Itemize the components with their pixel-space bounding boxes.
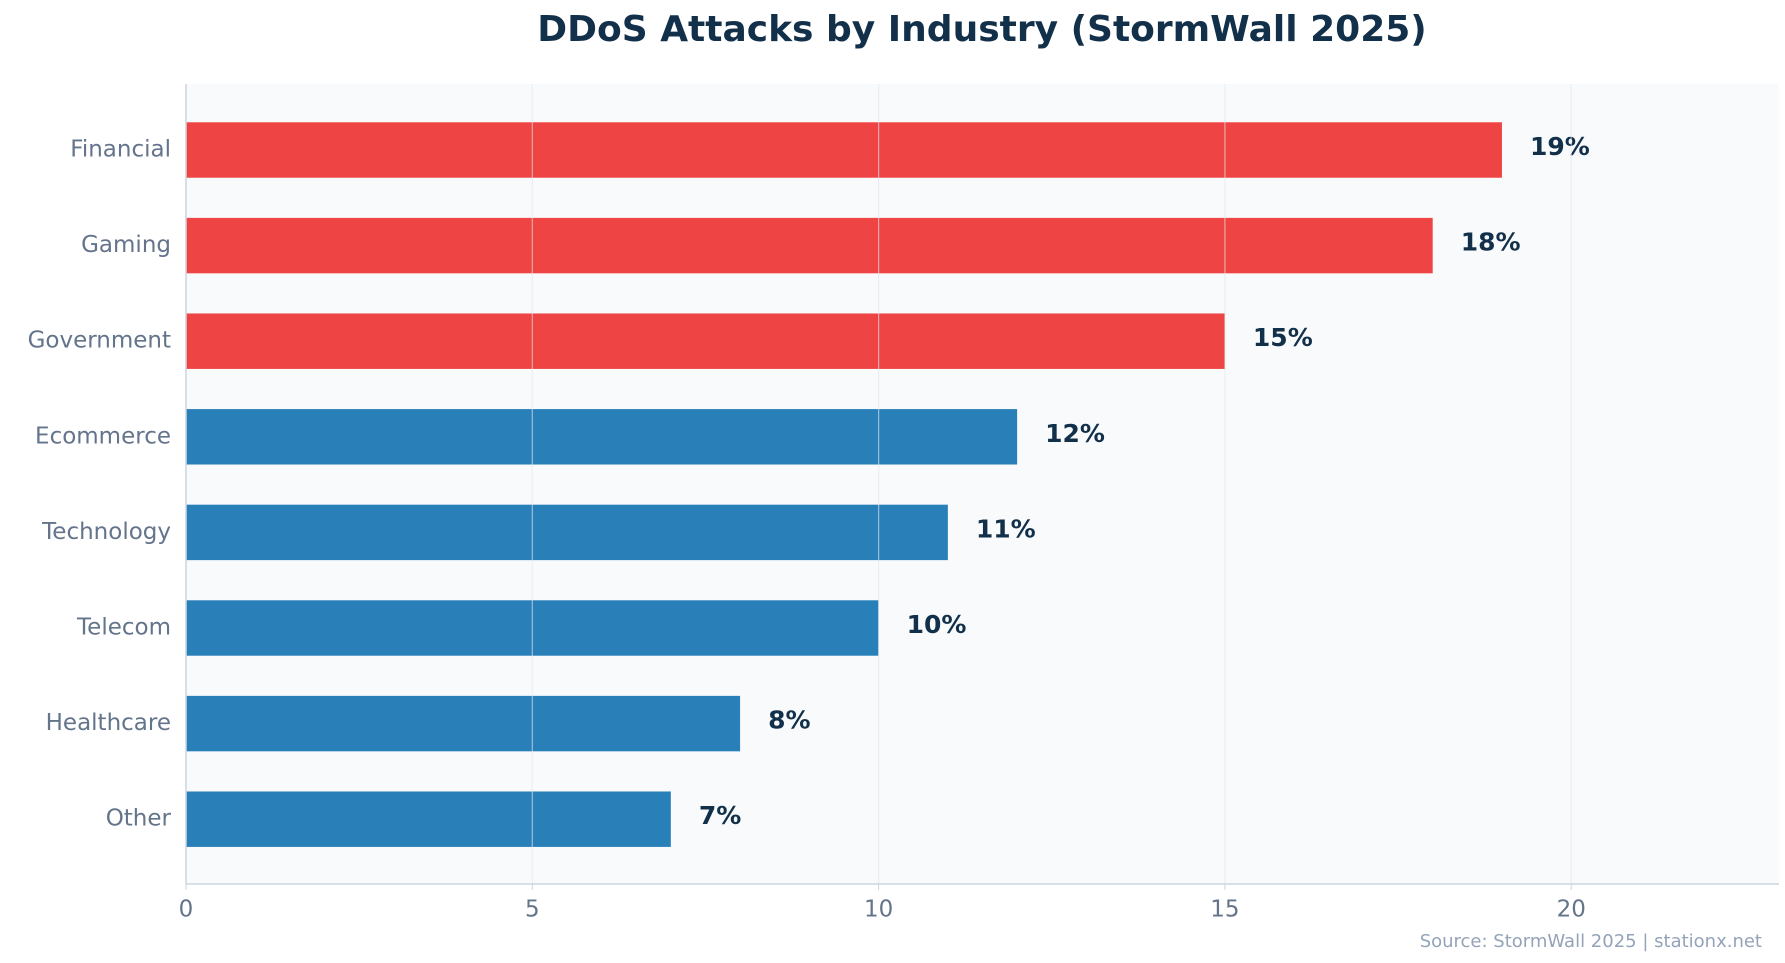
chart-title: DDoS Attacks by Industry (StormWall 2025… bbox=[537, 9, 1427, 50]
bar bbox=[186, 791, 671, 847]
y-tick-label: Ecommerce bbox=[35, 423, 171, 449]
y-tick-label: Telecom bbox=[76, 615, 171, 641]
value-label: 12% bbox=[1045, 419, 1105, 448]
plot-area bbox=[186, 84, 1779, 884]
value-label: 15% bbox=[1253, 323, 1313, 352]
bar bbox=[186, 313, 1225, 369]
value-label: 10% bbox=[907, 610, 967, 639]
y-tick-label: Technology bbox=[41, 519, 171, 545]
value-label: 18% bbox=[1461, 228, 1521, 257]
bar bbox=[186, 217, 1433, 274]
value-label: 8% bbox=[768, 706, 810, 735]
value-label: 19% bbox=[1530, 132, 1590, 161]
y-tick-label: Government bbox=[28, 328, 171, 354]
x-tick-label: 0 bbox=[179, 897, 194, 923]
x-tick-label: 15 bbox=[1210, 897, 1239, 923]
source-note: Source: StormWall 2025 | stationx.net bbox=[1420, 931, 1762, 952]
x-tick-label: 5 bbox=[525, 897, 540, 923]
y-tick-label: Financial bbox=[70, 137, 171, 163]
y-tick-label: Other bbox=[106, 806, 172, 832]
bar bbox=[186, 122, 1502, 178]
bar bbox=[186, 695, 741, 752]
value-label: 11% bbox=[976, 514, 1036, 543]
value-label: 7% bbox=[699, 801, 741, 830]
x-tick-label: 20 bbox=[1557, 897, 1586, 923]
y-tick-label: Gaming bbox=[81, 232, 171, 258]
bar bbox=[186, 409, 1018, 465]
x-tick-label: 10 bbox=[864, 897, 893, 923]
bar bbox=[186, 504, 948, 561]
y-tick-label: Healthcare bbox=[46, 710, 171, 736]
